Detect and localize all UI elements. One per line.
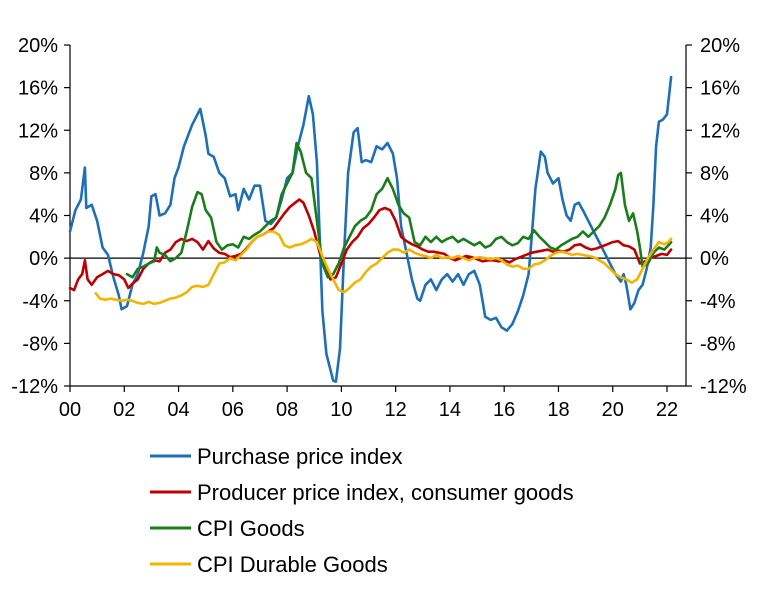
x-tick-label: 04 [167, 399, 189, 421]
y-tick-label-left: 0% [29, 248, 58, 270]
x-tick-label: 06 [222, 399, 244, 421]
y-tick-label-left: 16% [18, 78, 58, 100]
x-tick-label: 20 [602, 399, 624, 421]
y-tick-label-left: 4% [29, 206, 58, 228]
legend-label-cpi-goods: CPI Goods [197, 516, 305, 541]
y-tick-label-right: -4% [700, 291, 736, 313]
y-tick-label-right: 20% [700, 35, 740, 57]
x-tick-label: 16 [493, 399, 515, 421]
y-tick-label-right: 4% [700, 206, 729, 228]
series-line-producer-price-index-consumer-goods [68, 198, 673, 292]
legend-label-producer-price-index-consumer-goods: Producer price index, consumer goods [197, 480, 574, 505]
legend-label-purchase-price-index: Purchase price index [197, 444, 402, 469]
y-tick-label-left: 12% [18, 120, 58, 142]
series-line-cpi-goods [125, 141, 673, 279]
x-tick-label: 18 [547, 399, 569, 421]
x-tick-label: 02 [113, 399, 135, 421]
x-tick-label: 14 [439, 399, 461, 421]
x-tick-label: 10 [330, 399, 352, 421]
x-tick-label: 22 [656, 399, 678, 421]
y-tick-label-left: -12% [11, 376, 58, 398]
series-line-cpi-durable-goods [94, 230, 673, 306]
x-tick-label: 12 [385, 399, 407, 421]
series-lines [68, 75, 673, 383]
y-tick-label-right: -12% [700, 376, 747, 398]
y-tick-label-left: -8% [22, 333, 58, 355]
x-tick-label: 00 [59, 399, 81, 421]
y-tick-label-right: 0% [700, 248, 729, 270]
y-tick-label-right: 16% [700, 78, 740, 100]
legend: Purchase price index Producer price index… [150, 444, 574, 577]
y-tick-label-left: -4% [22, 291, 58, 313]
tick-labels: -12% -12% -8% -8% -4% -4% 0% 0% 4% 4% 8% 8% 12% 12% 16… [11, 35, 747, 421]
x-tick-label: 08 [276, 399, 298, 421]
series-line-purchase-price-index [68, 75, 673, 383]
y-tick-label-right: 12% [700, 120, 740, 142]
legend-label-cpi-durable-goods: CPI Durable Goods [197, 552, 388, 577]
y-tick-label-right: -8% [700, 333, 736, 355]
y-tick-label-left: 8% [29, 163, 58, 185]
axes [64, 44, 692, 392]
y-tick-label-right: 8% [700, 163, 729, 185]
y-tick-label-left: 20% [18, 35, 58, 57]
